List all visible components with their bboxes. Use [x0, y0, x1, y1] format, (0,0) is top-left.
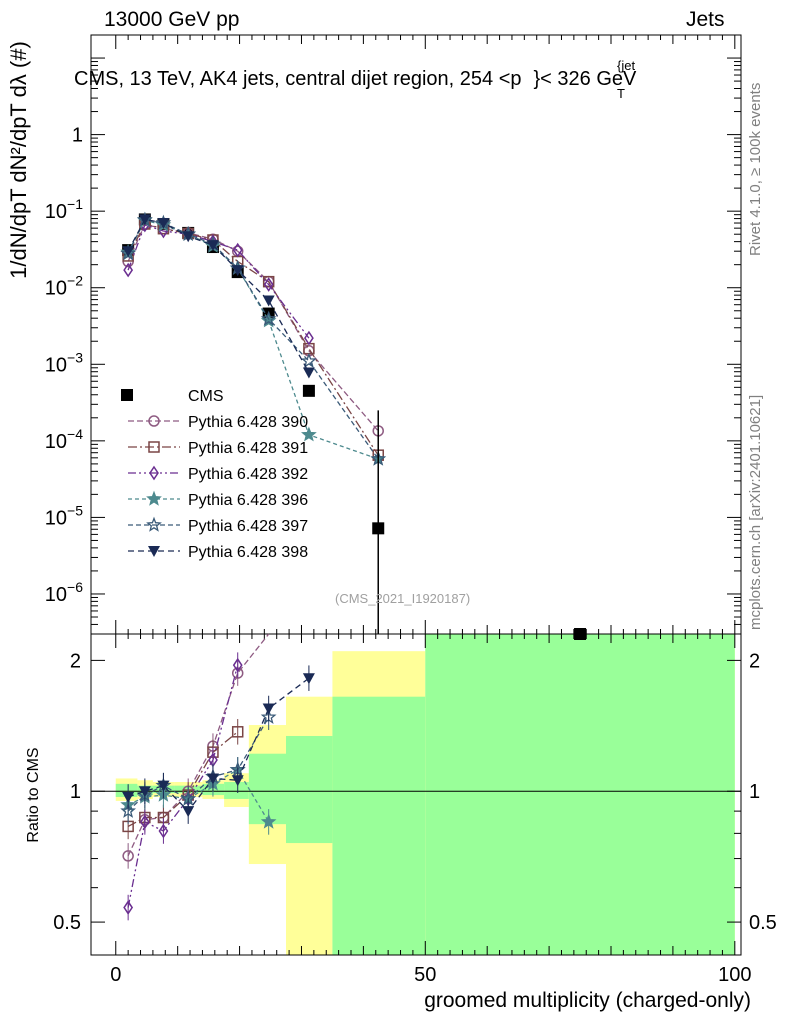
data-point-cms [574, 628, 587, 640]
legend-marker-pythia-6-428-396 [146, 490, 162, 506]
legend-marker-pythia-6-428-397 [146, 516, 162, 532]
x-tick-label: 50 [414, 964, 436, 986]
legend-marker-pythia-6-428-398 [148, 546, 160, 557]
ratio-point-pythia-6-428-398 [182, 806, 195, 818]
data-point-pythia-6-428-392 [304, 330, 314, 346]
ratio-y-tick-label: 2 [70, 650, 81, 672]
analysis-tag: (CMS_2021_I1920187) [335, 591, 471, 606]
uncertainty-band-inner [248, 753, 286, 825]
data-point-cms [302, 384, 315, 397]
data-point-pythia-6-428-392 [123, 262, 134, 278]
ratio-point-pythia-6-428-398 [122, 791, 135, 803]
uncertainty-band-inner [332, 696, 426, 955]
x-tick-label: 100 [718, 964, 751, 986]
plot-title: CMS, 13 TeV, AK4 jets, central dijet reg… [74, 68, 636, 91]
ratio-point-pythia-6-428-392 [139, 814, 150, 830]
plot-title-main: CMS, 13 TeV, AK4 jets, central dijet reg… [74, 68, 522, 90]
legend-label-pythia-6-428-392: Pythia 6.428 392 [188, 466, 308, 483]
ratio-y-tick-label: 1 [749, 781, 760, 803]
series-line-pythia-6-428-392 [127, 224, 310, 339]
uncertainty-band-inner [224, 782, 249, 799]
data-point-pythia-6-428-392 [263, 277, 274, 292]
data-point-pythia-6-428-398 [302, 367, 315, 379]
y-tick-label: 10−6 [45, 579, 83, 606]
x-tick-label: 0 [110, 964, 121, 986]
legend-label-pythia-6-428-398: Pythia 6.428 398 [188, 544, 308, 561]
legend-label-pythia-6-428-391: Pythia 6.428 391 [188, 440, 308, 457]
uncertainty-band-inner [425, 634, 735, 955]
ratio-point-pythia-6-428-398 [138, 786, 151, 798]
legend-label-pythia-6-428-397: Pythia 6.428 397 [188, 518, 308, 535]
uncertainty-band-inner [286, 735, 333, 844]
data-point-pythia-6-428-398 [206, 240, 219, 252]
ratio-line-pythia-6-428-392 [127, 665, 239, 908]
ratio-y-tick-label: 1 [70, 781, 81, 803]
legend-marker-cms [121, 389, 133, 401]
mcplots-label: mcplots.cern.ch [arXiv:2401.10621] [747, 394, 764, 630]
data-point-pythia-6-428-397 [260, 310, 277, 326]
ratio-point-pythia-6-428-392 [158, 823, 169, 839]
y-tick-label: 10−2 [45, 273, 83, 300]
ratio-point-pythia-6-428-397 [120, 802, 137, 818]
ratio-point-pythia-6-428-392 [232, 657, 243, 673]
legend-marker-pythia-6-428-391 [148, 441, 160, 453]
ratio-point-pythia-6-428-398 [231, 775, 244, 787]
ratio-point-pythia-6-428-398 [206, 773, 219, 785]
series-line-pythia-6-428-390 [127, 223, 379, 432]
ratio-point-pythia-6-428-398 [157, 780, 170, 792]
legend-label-cms: CMS [188, 388, 224, 405]
legend-label-pythia-6-428-390: Pythia 6.428 390 [188, 414, 308, 431]
rivet-version-label: Rivet 4.1.0, ≥ 100k events [747, 82, 764, 256]
ratio-point-pythia-6-428-391 [231, 726, 244, 738]
ratio-point-pythia-6-428-398 [302, 673, 315, 685]
y-tick-label: 1 [72, 125, 83, 147]
ratio-frame [90, 633, 742, 956]
plot-title-sub: T [617, 86, 625, 101]
header-right: Jets [686, 8, 725, 31]
series-line-pythia-6-428-396 [127, 219, 379, 460]
header-left: 13000 GeV pp [104, 8, 240, 31]
data-point-pythia-6-428-396 [301, 426, 317, 442]
ratio-point-pythia-6-428-398 [262, 703, 275, 715]
data-point-pythia-6-428-398 [157, 218, 170, 230]
ratio-y-tick-label: 2 [749, 650, 760, 672]
plot-title-tail: }< 326 GeV [533, 68, 637, 90]
data-point-pythia-6-428-398 [231, 265, 244, 277]
data-point-pythia-6-428-398 [182, 231, 195, 243]
legend-marker-pythia-6-428-392 [149, 465, 159, 481]
ratio-point-pythia-6-428-396 [260, 813, 277, 829]
data-point-pythia-6-428-391 [262, 275, 275, 288]
y-axis-label: 1/dN/dpT dN²/dpT dλ (#) [6, 41, 31, 279]
series-line-pythia-6-428-398 [127, 218, 310, 373]
data-point-pythia-6-428-398 [138, 214, 151, 226]
ratio-y-axis-label: Ratio to CMS [25, 747, 42, 842]
y-tick-label: 10−3 [45, 349, 83, 376]
x-axis-label: groomed multiplicity (charged-only) [424, 989, 751, 1012]
ratio-point-pythia-6-428-392 [123, 900, 134, 915]
ratio-line-pythia-6-428-391 [127, 731, 239, 827]
legend-label-pythia-6-428-396: Pythia 6.428 396 [188, 492, 308, 509]
y-tick-label: 10−4 [45, 426, 83, 453]
y-tick-label: 10−1 [45, 196, 83, 223]
plot-title-sup: {jet [617, 58, 636, 73]
data-point-pythia-6-428-398 [262, 295, 275, 307]
data-point-pythia-6-428-398 [122, 246, 135, 258]
data-point-pythia-6-428-392 [232, 242, 243, 258]
y-tick-label: 10−5 [45, 502, 83, 529]
data-point-pythia-6-428-397 [300, 352, 317, 368]
ratio-y-tick-label: 0.5 [749, 912, 777, 934]
legend-marker-pythia-6-428-390 [148, 415, 160, 427]
ratio-y-tick-label: 0.5 [53, 912, 81, 934]
ratio-point-pythia-6-428-390 [122, 850, 134, 862]
